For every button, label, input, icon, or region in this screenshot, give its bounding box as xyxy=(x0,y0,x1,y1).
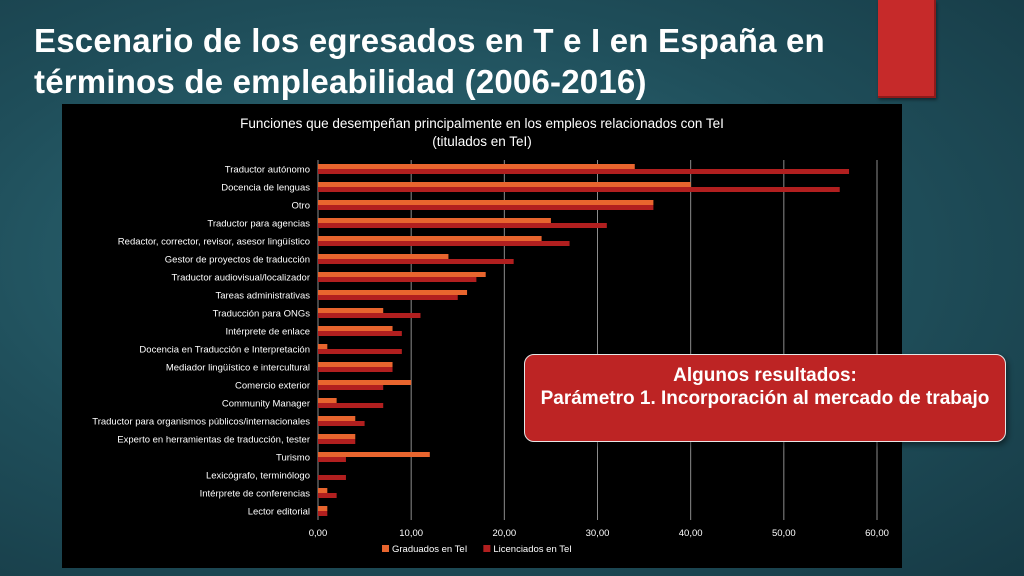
category-label: Community Manager xyxy=(222,399,310,410)
category-label: Redactor, corrector, revisor, asesor lin… xyxy=(118,237,310,248)
category-label: Traducción para ONGs xyxy=(213,309,311,320)
bar-licenciados xyxy=(318,475,346,480)
x-tick-label: 60,00 xyxy=(865,528,889,539)
category-label: Traductor audiovisual/localizador xyxy=(171,273,310,284)
x-tick-label: 50,00 xyxy=(772,528,796,539)
chart-panel: Funciones que desempeñan principalmente … xyxy=(62,104,902,568)
bar-graduados xyxy=(318,344,328,349)
bar-graduados xyxy=(318,272,486,277)
x-tick-label: 40,00 xyxy=(679,528,703,539)
bar-licenciados xyxy=(318,385,384,390)
category-label: Experto en herramientas de traducción, t… xyxy=(117,435,310,446)
x-tick-label: 30,00 xyxy=(586,528,610,539)
bar-graduados xyxy=(318,488,328,493)
bar-graduados xyxy=(318,398,337,403)
bar-graduados xyxy=(318,380,412,385)
category-label: Intérprete de enlace xyxy=(225,327,310,338)
category-label: Tareas administrativas xyxy=(215,291,310,302)
chart-title: Funciones que desempeñan principalmente … xyxy=(240,116,724,131)
x-tick-label: 0,00 xyxy=(309,528,328,539)
callout-body: Parámetro 1. Incorporación al mercado de… xyxy=(540,388,990,409)
bar-graduados xyxy=(318,326,393,331)
bar-graduados xyxy=(318,308,384,313)
corner-accent-tab xyxy=(878,0,936,98)
bar-licenciados xyxy=(318,403,384,408)
category-label: Docencia de lenguas xyxy=(221,183,310,194)
callout-heading: Algunos resultados: xyxy=(673,365,857,386)
category-label: Gestor de proyectos de traducción xyxy=(165,255,310,266)
bar-graduados xyxy=(318,164,635,169)
category-label: Lexicógrafo, terminólogo xyxy=(206,471,310,482)
chart-title: (titulados en TeI) xyxy=(432,134,532,149)
category-label: Traductor para agencias xyxy=(207,219,310,230)
bar-licenciados xyxy=(318,313,421,318)
legend-swatch xyxy=(483,545,491,552)
legend-swatch xyxy=(382,545,389,552)
bar-licenciados xyxy=(318,331,402,336)
bar-graduados xyxy=(318,416,356,421)
category-label: Lector editorial xyxy=(248,507,310,518)
bar-licenciados xyxy=(318,205,654,210)
bar-licenciados xyxy=(318,241,570,246)
category-label: Turismo xyxy=(276,453,310,464)
bar-licenciados xyxy=(318,439,356,444)
category-label: Otro xyxy=(292,201,310,212)
bar-graduados xyxy=(318,254,449,259)
x-tick-label: 10,00 xyxy=(399,528,423,539)
bar-licenciados xyxy=(318,259,514,264)
bar-licenciados xyxy=(318,169,850,174)
bar-graduados xyxy=(318,200,654,205)
category-label: Comercio exterior xyxy=(235,381,310,392)
category-label: Traductor para organismos públicos/inter… xyxy=(92,417,310,428)
bar-licenciados xyxy=(318,421,365,426)
bar-graduados xyxy=(318,236,542,241)
bar-licenciados xyxy=(318,295,458,300)
bar-licenciados xyxy=(318,367,393,372)
results-callout: Algunos resultados: Parámetro 1. Incorpo… xyxy=(524,354,1006,442)
bar-graduados xyxy=(318,290,468,295)
bar-licenciados xyxy=(318,223,607,228)
bar-graduados xyxy=(318,182,691,187)
legend-label: Licenciados en TeI xyxy=(493,544,572,555)
slide-title: Escenario de los egresados en T e I en E… xyxy=(34,22,825,100)
category-label: Traductor autónomo xyxy=(225,165,310,176)
bar-licenciados xyxy=(318,277,477,282)
bar-licenciados xyxy=(318,511,328,516)
bar-licenciados xyxy=(318,457,346,462)
x-tick-label: 20,00 xyxy=(492,528,516,539)
bar-licenciados xyxy=(318,187,840,192)
legend-label: Graduados en TeI xyxy=(392,544,467,555)
bar-graduados xyxy=(318,452,430,457)
category-label: Mediador lingüístico e intercultural xyxy=(166,363,310,374)
bar-licenciados xyxy=(318,493,337,498)
bar-licenciados xyxy=(318,349,402,354)
bar-graduados xyxy=(318,506,328,511)
category-label: Docencia en Traducción e Interpretación xyxy=(139,345,310,356)
bar-graduados xyxy=(318,362,393,367)
bar-graduados xyxy=(318,434,356,439)
bar-chart: Funciones que desempeñan principalmente … xyxy=(92,116,889,555)
category-label: Intérprete de conferencias xyxy=(200,489,311,500)
bar-graduados xyxy=(318,218,551,223)
